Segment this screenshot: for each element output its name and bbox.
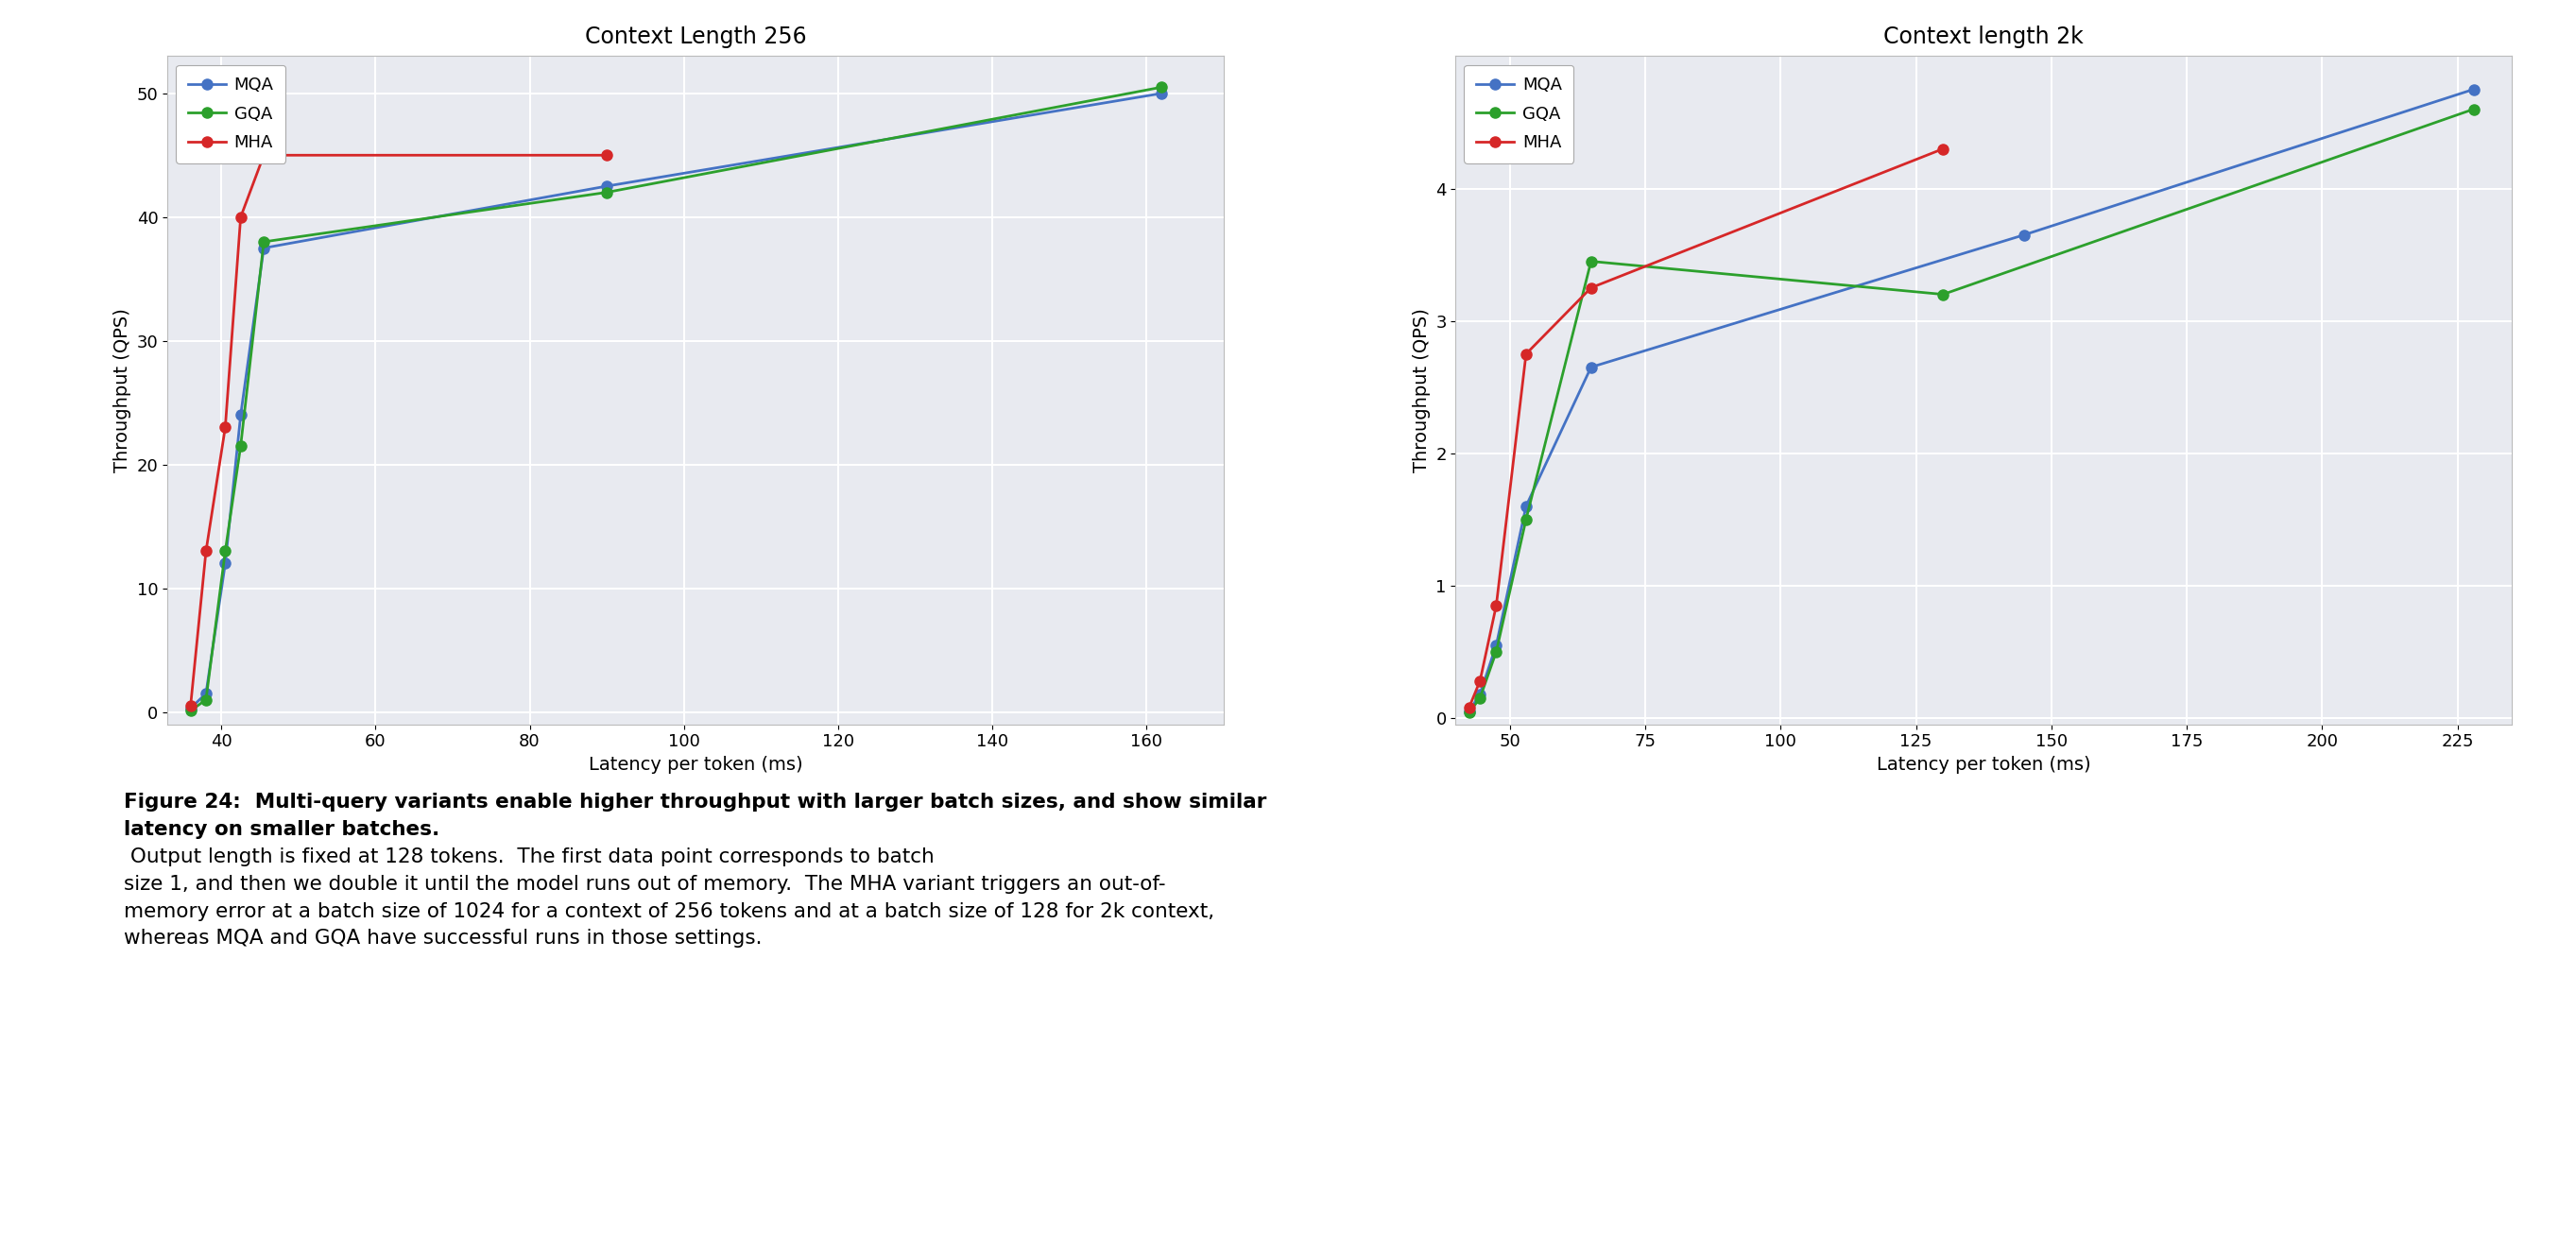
MHA: [1927, 141, 1958, 156]
MHA: [592, 147, 623, 162]
Text: Output length is fixed at 128 tokens.  The first data point corresponds to batch: Output length is fixed at 128 tokens. Th…: [124, 793, 1213, 948]
GQA: [1481, 644, 1512, 659]
GQA: [1453, 704, 1484, 719]
Line: MHA: MHA: [185, 150, 613, 711]
MHA: [209, 420, 240, 435]
GQA: [592, 185, 623, 200]
X-axis label: Latency per token (ms): Latency per token (ms): [587, 756, 804, 774]
MQA: [247, 241, 278, 256]
GQA: [247, 235, 278, 250]
GQA: [1510, 512, 1540, 527]
MQA: [1510, 498, 1540, 513]
MHA: [1510, 346, 1540, 361]
GQA: [224, 438, 255, 453]
MHA: [1577, 280, 1607, 295]
Y-axis label: Throughput (QPS): Throughput (QPS): [113, 309, 131, 472]
MQA: [1481, 637, 1512, 652]
Text: Figure 24:  Multi-query variants enable higher throughput with larger batch size: Figure 24: Multi-query variants enable h…: [124, 793, 1267, 839]
GQA: [2458, 101, 2488, 116]
MHA: [224, 210, 255, 225]
MHA: [1453, 699, 1484, 714]
GQA: [1927, 287, 1958, 302]
GQA: [1577, 254, 1607, 269]
MQA: [175, 701, 206, 716]
X-axis label: Latency per token (ms): Latency per token (ms): [1875, 756, 2092, 774]
MQA: [1577, 360, 1607, 375]
Legend: MQA, GQA, MHA: MQA, GQA, MHA: [1463, 65, 1574, 164]
MQA: [1146, 86, 1177, 101]
GQA: [191, 692, 222, 707]
Y-axis label: Throughput (QPS): Throughput (QPS): [1412, 309, 1430, 472]
MQA: [224, 407, 255, 422]
MHA: [1466, 673, 1497, 688]
MHA: [175, 698, 206, 713]
Line: MQA: MQA: [1463, 84, 2478, 717]
MQA: [1466, 687, 1497, 702]
GQA: [175, 703, 206, 718]
MHA: [191, 543, 222, 558]
MQA: [1453, 703, 1484, 718]
GQA: [1466, 691, 1497, 706]
GQA: [1146, 80, 1177, 95]
Line: MQA: MQA: [185, 89, 1167, 713]
MQA: [592, 179, 623, 194]
Legend: MQA, GQA, MHA: MQA, GQA, MHA: [175, 65, 286, 164]
Line: GQA: GQA: [1463, 104, 2478, 718]
MQA: [2009, 227, 2040, 242]
MQA: [191, 686, 222, 701]
Title: Context Length 256: Context Length 256: [585, 25, 806, 47]
Line: MHA: MHA: [1463, 144, 1947, 712]
GQA: [209, 543, 240, 558]
MQA: [209, 556, 240, 571]
MHA: [247, 147, 278, 162]
MHA: [1481, 598, 1512, 613]
Line: GQA: GQA: [185, 82, 1167, 716]
Title: Context length 2k: Context length 2k: [1883, 25, 2084, 47]
MQA: [2458, 81, 2488, 96]
